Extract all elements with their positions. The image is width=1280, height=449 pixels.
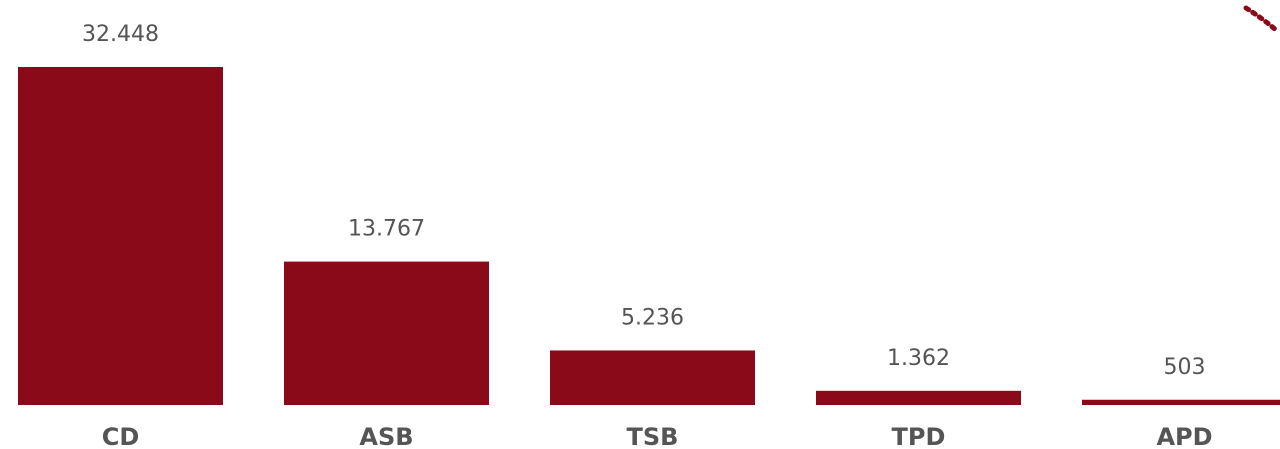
decoration <box>1243 5 1279 33</box>
value-label: 5.236 <box>621 305 684 330</box>
bar <box>284 261 489 405</box>
bar <box>1082 399 1280 405</box>
category-label: TPD <box>892 423 946 449</box>
bar <box>18 67 223 405</box>
value-label: 1.362 <box>887 346 950 371</box>
category-label: CD <box>102 423 140 449</box>
value-label: 32.448 <box>82 22 159 47</box>
value-label: 13.767 <box>348 217 425 242</box>
value-label: 503 <box>1164 355 1206 380</box>
category-label: ASB <box>359 423 413 449</box>
bar <box>816 390 1021 405</box>
bar <box>550 350 755 405</box>
category-label: TSB <box>627 423 679 449</box>
category-label: APD <box>1156 423 1212 449</box>
